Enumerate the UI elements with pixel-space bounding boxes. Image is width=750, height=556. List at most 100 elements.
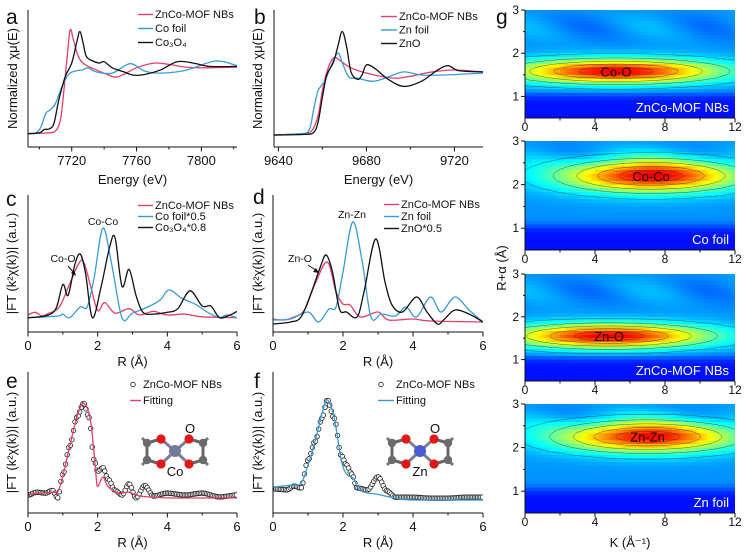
heatmap-cell	[532, 85, 537, 90]
heatmap-cell	[584, 148, 589, 153]
heatmap-cell	[581, 64, 586, 69]
heatmap-cell	[679, 74, 684, 79]
heatmap-cell	[556, 28, 561, 33]
heatmap-cell	[637, 239, 642, 244]
heatmap-cell	[595, 103, 600, 108]
heatmap-cell	[623, 210, 628, 215]
heatmap-cell	[637, 228, 642, 233]
heatmap-cell	[553, 242, 558, 247]
heatmap-cell	[532, 28, 537, 33]
heatmap-cell	[528, 274, 533, 279]
heatmap-cell	[637, 206, 642, 211]
heatmap-cell	[668, 199, 673, 204]
heatmap-cell	[595, 184, 600, 189]
heatmap-cell	[654, 224, 659, 229]
heatmap-cell	[647, 20, 652, 25]
heatmap-cell	[640, 35, 645, 40]
heatmap-cell	[574, 31, 579, 36]
heatmap-cell	[549, 231, 554, 237]
heatmap-cell	[605, 210, 610, 215]
heatmap-cell	[668, 242, 673, 247]
heatmap-cell	[570, 53, 575, 58]
heatmap-cell	[644, 180, 649, 186]
heatmap-cell	[549, 210, 554, 215]
heatmap-cell	[605, 298, 610, 304]
heatmap-cell	[567, 377, 572, 381]
heatmap-cell	[644, 246, 649, 250]
heatmap-cell	[665, 92, 670, 97]
heatmap-cell	[672, 74, 677, 79]
heatmap-cell	[682, 67, 687, 72]
heatmap-cell	[686, 103, 691, 108]
heatmap-cell	[563, 220, 568, 226]
heatmap-cell	[563, 38, 568, 43]
heatmap-cell	[728, 199, 733, 204]
heatmap-cell	[539, 235, 544, 240]
heatmap-cell	[693, 53, 698, 58]
heatmap-cell	[619, 210, 624, 215]
heatmap-cell	[577, 217, 582, 222]
heatmap-cell	[556, 277, 561, 282]
heatmap-cell	[539, 31, 544, 36]
heatmap-cell	[542, 302, 547, 307]
heatmap-cell	[588, 74, 593, 79]
heatmap-cell	[707, 20, 712, 25]
heatmap-cell	[619, 306, 624, 311]
heatmap-cell	[619, 166, 624, 171]
heatmap-cell	[605, 13, 610, 18]
heatmap-cell	[542, 162, 547, 168]
heatmap-cell	[619, 274, 624, 279]
heatmap-cell	[630, 206, 635, 211]
heatmap-cell	[728, 141, 733, 146]
heatmap-cell	[598, 348, 603, 354]
heatmap-cell	[598, 242, 603, 247]
heatmap-cell	[605, 199, 610, 204]
heatmap-cell	[563, 235, 568, 240]
heatmap-cell	[567, 13, 572, 18]
heatmap-cell	[542, 370, 547, 375]
heatmap-cell	[693, 235, 698, 240]
heatmap-cell	[717, 148, 722, 153]
heatmap-cell	[707, 103, 712, 108]
heatmap-cell	[689, 151, 694, 157]
heatmap-cell	[693, 148, 698, 153]
heatmap-cell	[546, 320, 551, 325]
heatmap-cell	[591, 46, 596, 51]
heatmap-cell	[721, 228, 726, 233]
heatmap-cell	[731, 246, 735, 250]
heatmap-cell	[591, 341, 596, 346]
heatmap-cell	[714, 217, 719, 222]
heatmap-cell	[553, 377, 558, 381]
heatmap-cell	[560, 103, 565, 108]
heatmap-cell	[556, 103, 561, 108]
panel-c: 0 2 4 6R (Å)|FT (k²χ(k))| (a.u.)ZnCo-MOF NB…	[4, 195, 241, 369]
heatmap-cell	[549, 288, 554, 293]
heatmap-cell	[588, 338, 593, 343]
heatmap-cell	[731, 38, 735, 43]
heatmap-cell	[686, 159, 691, 164]
heatmap-cell	[612, 42, 617, 47]
heatmap-cell	[549, 103, 554, 108]
heatmap-cell	[707, 10, 712, 15]
heatmap-cell	[693, 20, 698, 25]
heatmap-cell	[714, 24, 719, 29]
oxygen-atom	[184, 459, 194, 469]
heatmap-cell	[644, 31, 649, 36]
heatmap-cell	[532, 46, 537, 51]
heatmap-cell	[598, 110, 603, 115]
heatmap-cell	[626, 180, 631, 186]
heatmap-cell	[567, 288, 572, 293]
heatmap-cell	[602, 170, 607, 175]
heatmap-cell	[560, 82, 565, 87]
heatmap-cell	[633, 220, 638, 226]
heatmap-cell	[570, 144, 575, 149]
heatmap-cell	[563, 345, 568, 350]
heatmap-cell	[682, 202, 687, 207]
heatmap-cell	[693, 228, 698, 233]
heatmap-cell	[654, 35, 659, 40]
heatmap-cell	[560, 377, 565, 381]
heatmap-cell	[619, 228, 624, 233]
heatmap-cell	[525, 306, 530, 311]
